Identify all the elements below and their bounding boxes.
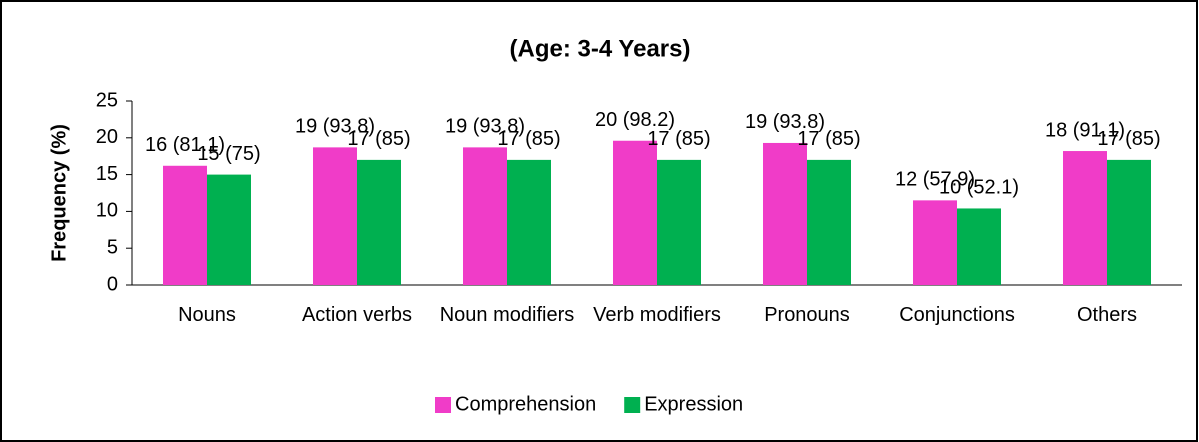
data-label: 15 (75)	[197, 143, 260, 165]
legend-label: Expression	[644, 393, 743, 415]
bar	[613, 140, 657, 285]
bar	[957, 208, 1001, 285]
bar	[207, 174, 251, 285]
y-tick-label: 0	[107, 273, 118, 295]
x-tick-label: Others	[1076, 304, 1138, 326]
data-label: 17 (85)	[1097, 128, 1160, 150]
bar	[913, 200, 957, 285]
data-label: 19 (93.8)	[445, 116, 525, 138]
data-label: 17 (85)	[647, 128, 710, 150]
data-label: 16 (81.1)	[145, 134, 225, 156]
data-label: 17 (85)	[797, 128, 860, 150]
x-tick-label: Pronouns	[764, 304, 850, 326]
bar	[763, 142, 807, 285]
bar	[463, 147, 507, 285]
y-tick-label: 5	[107, 236, 118, 258]
data-label: 17 (85)	[497, 128, 560, 150]
x-tick-label: Verb modifiers	[593, 304, 721, 326]
x-tick-label: Noun modifiers	[439, 304, 575, 326]
x-tick-label: Nouns	[178, 304, 236, 326]
y-axis-label: Frequency (%)	[48, 124, 70, 262]
chart-title: (Age: 3-4 Years)	[510, 35, 691, 62]
data-label: 19 (93.8)	[745, 111, 825, 133]
bar	[163, 165, 207, 285]
y-tick-label: 15	[96, 163, 118, 185]
bar	[313, 147, 357, 285]
bar	[357, 159, 401, 285]
x-tick-label: Action verbs	[301, 304, 413, 326]
data-label: 19 (93.8)	[295, 116, 375, 138]
data-label: 10 (52.1)	[939, 177, 1019, 199]
data-label: 12 (57.9)	[895, 169, 975, 191]
bar	[807, 159, 851, 285]
bar	[1063, 151, 1107, 285]
x-tick-label: Conjunctions	[899, 304, 1015, 326]
bar	[507, 159, 551, 285]
legend-label: Comprehension	[455, 393, 596, 415]
y-tick-label: 20	[96, 126, 118, 148]
legend-swatch	[435, 397, 451, 413]
legend-swatch	[624, 397, 641, 413]
y-tick-label: 10	[96, 200, 118, 222]
y-tick-label: 25	[96, 89, 118, 111]
bar	[657, 159, 701, 285]
data-label: 18 (91.1)	[1045, 119, 1125, 141]
bar	[1107, 159, 1151, 285]
data-label: 20 (98.2)	[595, 109, 675, 131]
data-label: 17 (85)	[347, 128, 410, 150]
